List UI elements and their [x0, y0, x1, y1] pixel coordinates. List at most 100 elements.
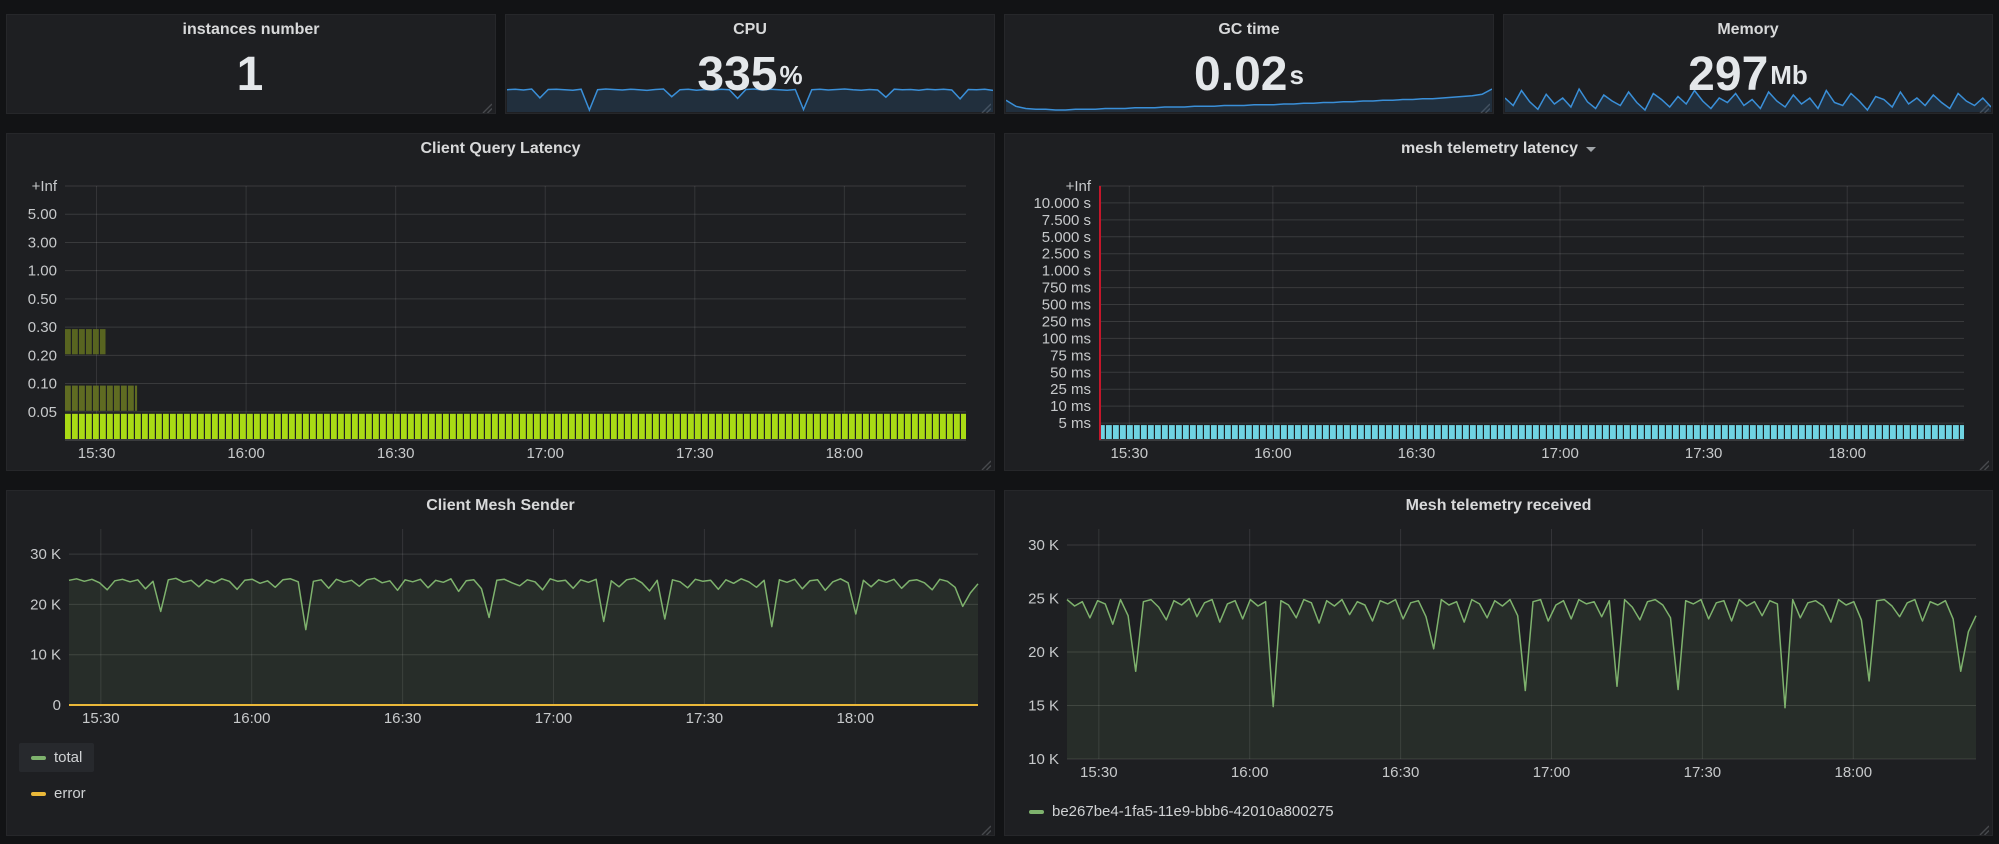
- svg-text:7.500 s: 7.500 s: [1042, 212, 1091, 229]
- panel-mesh-telemetry-latency: mesh telemetry latency 15:30 16:00 16:30 17…: [1004, 133, 1993, 471]
- panel-title-text: GC time: [1218, 21, 1280, 38]
- svg-text:17:00: 17:00: [535, 710, 573, 727]
- panel-title[interactable]: GC time: [1005, 15, 1493, 45]
- mesh-telemetry-received-graph[interactable]: 15:30 16:00 16:30 17:00 17:30 18:00 10 K 15 K 20…: [1005, 521, 1992, 785]
- svg-text:0.20: 0.20: [28, 347, 57, 364]
- svg-text:15:30: 15:30: [78, 445, 116, 462]
- svg-text:16:00: 16:00: [233, 710, 271, 727]
- panel-client-query-latency: Client Query Latency 15:30 16:00 16:30 17:0…: [6, 133, 995, 471]
- svg-text:0.10: 0.10: [28, 376, 57, 393]
- legend-swatch: [1029, 809, 1044, 814]
- svg-text:1.00: 1.00: [28, 263, 57, 280]
- panel-memory: Memory 297 Mb: [1503, 14, 1993, 114]
- stat-number: 297: [1688, 48, 1769, 101]
- panel-client-mesh-sender: Client Mesh Sender 15:30 16:00 16:30 17:00 1…: [6, 490, 995, 836]
- stat-number: 0.02: [1194, 48, 1288, 101]
- svg-text:16:30: 16:30: [1398, 445, 1436, 462]
- svg-text:100 ms: 100 ms: [1042, 330, 1091, 347]
- svg-text:15:30: 15:30: [1080, 764, 1118, 781]
- svg-text:250 ms: 250 ms: [1042, 313, 1091, 330]
- svg-text:10 K: 10 K: [1028, 751, 1059, 768]
- legend-label: total: [54, 749, 83, 766]
- panel-title[interactable]: instances number: [7, 15, 495, 45]
- svg-text:15:30: 15:30: [82, 710, 120, 727]
- svg-text:17:30: 17:30: [676, 445, 714, 462]
- panel-title[interactable]: Mesh telemetry received: [1005, 491, 1992, 521]
- svg-text:5 ms: 5 ms: [1058, 415, 1091, 432]
- svg-text:2.500 s: 2.500 s: [1042, 246, 1091, 263]
- client-query-latency-heatmap[interactable]: 15:30 16:00 16:30 17:00 17:30 18:00 +Inf 5.00 3.…: [7, 164, 994, 466]
- panel-mesh-telemetry-received: Mesh telemetry received 15:30 16:00 16:30 1…: [1004, 490, 1993, 836]
- panel-resize-handle[interactable]: [981, 457, 992, 470]
- panel-instances-number: instances number 1: [6, 14, 496, 114]
- panel-title[interactable]: Memory: [1504, 15, 1992, 45]
- stats-row: instances number 1 CPU 335% GC time 0.02…: [6, 14, 1993, 114]
- svg-text:10 K: 10 K: [30, 647, 61, 664]
- panel-resize-handle[interactable]: [1480, 100, 1491, 113]
- svg-text:16:00: 16:00: [227, 445, 265, 462]
- svg-text:16:30: 16:30: [1382, 764, 1420, 781]
- svg-text:5.00: 5.00: [28, 206, 57, 223]
- legend-swatch: [31, 755, 46, 760]
- legend-item-total[interactable]: total: [19, 743, 95, 772]
- svg-text:30 K: 30 K: [1028, 537, 1059, 554]
- stat-unit: Mb: [1770, 60, 1808, 90]
- legend: total error: [7, 731, 994, 808]
- panel-title-text: mesh telemetry latency: [1401, 140, 1578, 157]
- svg-text:18:00: 18:00: [1828, 445, 1866, 462]
- svg-text:15 K: 15 K: [1028, 698, 1059, 715]
- svg-text:17:30: 17:30: [1684, 764, 1722, 781]
- chevron-down-icon: [1585, 146, 1596, 152]
- panel-resize-handle[interactable]: [1979, 457, 1990, 470]
- heatmap-row: Client Query Latency 15:30 16:00 16:30 17:0…: [6, 133, 1993, 471]
- panel-resize-handle[interactable]: [482, 100, 493, 113]
- mesh-telemetry-latency-heatmap[interactable]: 15:30 16:00 16:30 17:00 17:30 18:00 +Inf10.000…: [1005, 164, 1992, 466]
- stat-number: 335: [697, 48, 778, 101]
- svg-text:17:00: 17:00: [526, 445, 564, 462]
- stat-value: 297 Mb: [1504, 45, 1992, 113]
- svg-text:16:30: 16:30: [377, 445, 415, 462]
- svg-text:17:00: 17:00: [1533, 764, 1571, 781]
- panel-resize-handle[interactable]: [981, 100, 992, 113]
- stat-value: 335%: [506, 45, 994, 113]
- svg-text:15:30: 15:30: [1111, 445, 1149, 462]
- svg-text:1.000 s: 1.000 s: [1042, 263, 1091, 280]
- legend-item-error[interactable]: error: [19, 779, 98, 808]
- panel-gc-time: GC time 0.02 s: [1004, 14, 1494, 114]
- svg-text:25 K: 25 K: [1028, 591, 1059, 608]
- panel-title[interactable]: Client Query Latency: [7, 134, 994, 164]
- svg-text:20 K: 20 K: [1028, 644, 1059, 661]
- memory-sparkline: [1505, 87, 1991, 112]
- legend-label: error: [54, 785, 86, 802]
- svg-text:5.000 s: 5.000 s: [1042, 229, 1091, 246]
- svg-text:+Inf: +Inf: [1066, 178, 1092, 195]
- stat-number: 1: [236, 48, 264, 101]
- panel-resize-handle[interactable]: [1979, 822, 1990, 835]
- svg-text:16:00: 16:00: [1231, 764, 1269, 781]
- graph-row: Client Mesh Sender 15:30 16:00 16:30 17:00 1…: [6, 490, 1993, 836]
- svg-text:30 K: 30 K: [30, 546, 61, 563]
- svg-text:3.00: 3.00: [28, 234, 57, 251]
- panel-resize-handle[interactable]: [981, 822, 992, 835]
- legend: be267be4-1fa5-11e9-bbb6-42010a800275: [1005, 785, 1992, 826]
- legend-item-instance[interactable]: be267be4-1fa5-11e9-bbb6-42010a800275: [1017, 797, 1346, 826]
- svg-text:0: 0: [53, 697, 61, 714]
- panel-title-text: Mesh telemetry received: [1405, 497, 1592, 514]
- panel-title[interactable]: Client Mesh Sender: [7, 491, 994, 521]
- client-mesh-sender-graph[interactable]: 15:30 16:00 16:30 17:00 17:30 18:00 0 10 K 20 K 3…: [7, 521, 994, 731]
- svg-text:0.50: 0.50: [28, 291, 57, 308]
- svg-text:10 ms: 10 ms: [1050, 398, 1091, 415]
- svg-text:75 ms: 75 ms: [1050, 347, 1091, 364]
- panel-title[interactable]: CPU: [506, 15, 994, 45]
- panel-title[interactable]: mesh telemetry latency: [1005, 134, 1992, 164]
- panel-resize-handle[interactable]: [1979, 100, 1990, 113]
- legend-label: be267be4-1fa5-11e9-bbb6-42010a800275: [1052, 803, 1334, 820]
- svg-text:17:30: 17:30: [1685, 445, 1723, 462]
- svg-text:18:00: 18:00: [826, 445, 864, 462]
- svg-text:10.000 s: 10.000 s: [1033, 195, 1091, 212]
- svg-text:17:00: 17:00: [1541, 445, 1579, 462]
- stat-unit: %: [779, 60, 803, 90]
- stat-value: 0.02 s: [1005, 45, 1493, 113]
- svg-text:500 ms: 500 ms: [1042, 297, 1091, 314]
- panel-cpu: CPU 335%: [505, 14, 995, 114]
